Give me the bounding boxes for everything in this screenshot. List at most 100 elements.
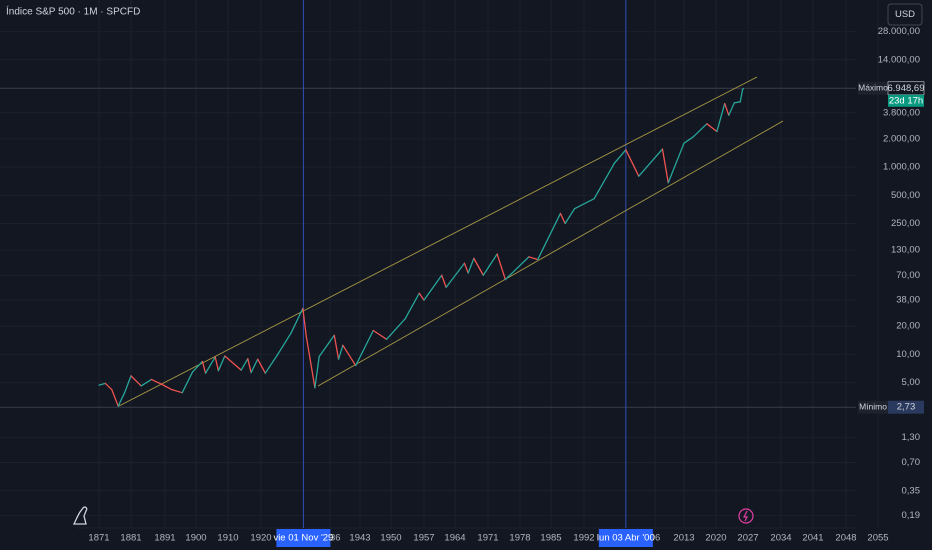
x-tick-label: 1881 xyxy=(120,533,141,544)
y-tick-label: 5,00 xyxy=(902,377,921,388)
price-segment xyxy=(104,382,113,391)
price-segment xyxy=(224,355,242,371)
countdown-bg xyxy=(888,94,924,107)
x-tick-label: 1891 xyxy=(154,533,175,544)
currency-button[interactable] xyxy=(887,3,923,26)
y-tick-label: 28.000,00 xyxy=(878,26,920,37)
x-tick-label: 1910 xyxy=(217,533,238,544)
price-segment xyxy=(667,142,685,184)
price-segment xyxy=(496,253,507,281)
x-tick-label: 2041 xyxy=(802,533,823,544)
price-segment xyxy=(171,389,183,394)
price-segment xyxy=(404,292,420,320)
x-tick-label: 2027 xyxy=(737,533,758,544)
y-tick-label: 0,19 xyxy=(902,510,921,521)
price-segment xyxy=(445,262,466,288)
price-segment xyxy=(473,257,484,276)
price-segment xyxy=(423,274,443,301)
x-tick-label: 1900 xyxy=(185,533,206,544)
price-segment xyxy=(314,355,320,389)
grid xyxy=(0,0,856,528)
y-tick-label: 2.000,00 xyxy=(883,133,920,144)
x-tick-label: 2034 xyxy=(770,533,791,544)
price-segment xyxy=(98,382,107,386)
marker-label: lun 03 Abr '00 xyxy=(597,533,655,544)
x-tick-label: 1992 xyxy=(573,533,594,544)
price-segment xyxy=(564,208,576,225)
price-segment xyxy=(706,123,718,133)
price-segment xyxy=(482,253,498,276)
y-tick-label: 38,00 xyxy=(896,295,920,306)
y-tick-label: 130,00 xyxy=(891,245,920,256)
x-tick-label: 1978 xyxy=(509,533,530,544)
price-segment xyxy=(290,307,304,334)
price-segment xyxy=(217,355,226,372)
price-segment xyxy=(302,307,307,337)
x-tick-label: 1943 xyxy=(349,533,370,544)
y-tick-label: 250,00 xyxy=(891,218,920,229)
price-segment xyxy=(661,148,669,184)
price-segment xyxy=(264,352,279,374)
price-segment xyxy=(250,358,259,374)
price-segment xyxy=(130,375,142,387)
overlays: 28.000,00 14.000,00 3.800,00 2.000,00 1.000,… xyxy=(88,26,924,547)
low-tag-bg xyxy=(858,400,888,414)
low-tag: Mínimo xyxy=(859,401,887,411)
price-segment xyxy=(559,212,566,225)
price-segment xyxy=(117,392,126,407)
price-segment xyxy=(467,257,475,274)
price-segment xyxy=(504,256,530,281)
price-segment xyxy=(150,378,163,385)
logo-icon xyxy=(72,506,88,525)
low-value-bg xyxy=(888,400,924,414)
y-tick-label: 1,30 xyxy=(902,432,921,443)
channel-lower xyxy=(317,120,784,387)
tv-logo xyxy=(72,506,88,525)
marker-label-bg xyxy=(276,529,331,547)
price-segment xyxy=(214,356,220,372)
price-segment xyxy=(342,344,357,367)
price-segment xyxy=(528,256,539,261)
x-tick-label: 2013 xyxy=(673,533,694,544)
price-segment xyxy=(160,383,173,391)
y-tick-label: 10,00 xyxy=(896,349,920,360)
x-tick-label: 1985 xyxy=(540,533,561,544)
x-tick-label: 2055 xyxy=(867,533,888,544)
price-segment xyxy=(728,102,735,116)
price-segment xyxy=(537,212,562,261)
y-tick-label: 70,00 xyxy=(896,270,920,281)
x-tick-label: 1871 xyxy=(88,533,109,544)
x-tick-label: 1964 xyxy=(444,533,465,544)
price-segment xyxy=(372,329,388,340)
price-segment xyxy=(337,344,344,360)
channel-upper xyxy=(118,76,758,407)
x-tick-label: 06 xyxy=(650,533,661,544)
lightning-button[interactable] xyxy=(738,508,754,524)
marker-label: vie 01 Nov '29 xyxy=(273,533,333,544)
price-segment xyxy=(318,334,335,358)
price-segment xyxy=(181,371,194,394)
price-series xyxy=(98,87,745,407)
currency-label[interactable]: USD xyxy=(895,9,915,20)
price-segment xyxy=(625,149,640,177)
low-value: 2,73 xyxy=(897,402,916,413)
marker-label-bg xyxy=(598,529,653,547)
price-segment xyxy=(683,136,694,144)
x-tick-label: 2020 xyxy=(705,533,726,544)
price-segment xyxy=(741,87,745,91)
y-tick-label: 20,00 xyxy=(896,321,920,332)
icon-circle[interactable] xyxy=(738,508,754,524)
y-tick-label: 3.800,00 xyxy=(883,107,920,118)
price-segment xyxy=(593,162,616,200)
y-tick-label: 0,70 xyxy=(902,457,921,468)
price-segment xyxy=(257,358,266,374)
high-value: 6.948,69 xyxy=(888,83,925,94)
y-tick-label: 500,00 xyxy=(891,190,920,201)
x-tick-label: 2048 xyxy=(835,533,856,544)
icon-bolt[interactable] xyxy=(743,510,748,522)
price-segment xyxy=(441,274,447,288)
price-segment xyxy=(573,198,595,210)
high-tag: Máximo xyxy=(858,83,888,93)
price-segment xyxy=(733,101,741,104)
y-tick-label: 1.000,00 xyxy=(883,162,920,173)
